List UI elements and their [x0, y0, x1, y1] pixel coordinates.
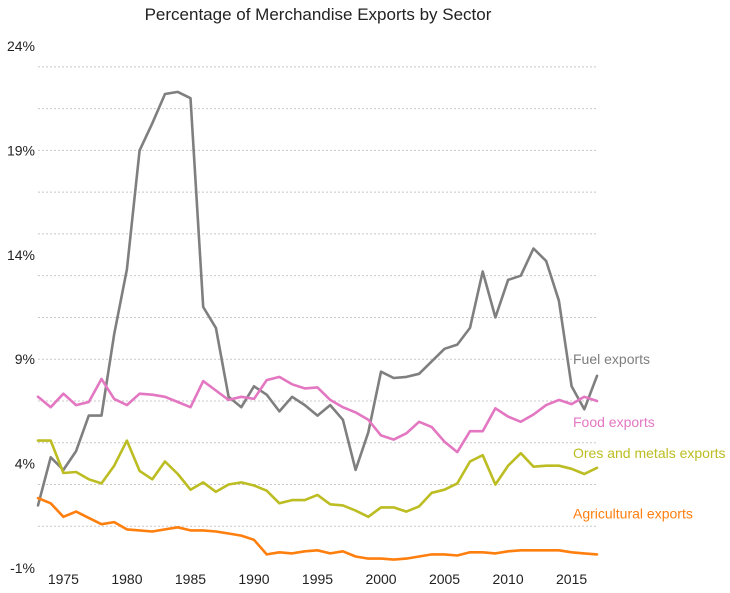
x-axis-ticks: 1975 1980 1985 1990 1995 2000 2005 2010 2015 — [48, 571, 588, 587]
y-axis-ticks: -1% 4% 9% 14% 19% 24% — [7, 38, 35, 576]
series-line-fuel-exports — [36, 90, 599, 507]
series-label: Ores and metals exports — [573, 445, 726, 461]
series-line-food-exports — [36, 375, 599, 454]
y-tick-label: 14% — [7, 247, 35, 263]
series-label: Agricultural exports — [573, 506, 693, 522]
y-tick-label: 9% — [15, 351, 35, 367]
chart-title: Percentage of Merchandise Exports by Sec… — [145, 5, 492, 24]
x-tick-label: 2015 — [556, 571, 587, 587]
x-tick-label: 1985 — [175, 571, 206, 587]
x-tick-label: 1980 — [111, 571, 142, 587]
series-labels: Fuel exports Food exports Ores and metals … — [573, 351, 726, 522]
x-tick-label: 1990 — [238, 571, 269, 587]
x-tick-label: 1975 — [48, 571, 79, 587]
series-lines — [36, 90, 599, 561]
series-line-ores-and-metals-exports — [36, 439, 599, 519]
y-tick-label: -1% — [10, 560, 35, 576]
y-tick-label: 24% — [7, 38, 35, 54]
x-tick-label: 2000 — [365, 571, 396, 587]
series-line-agricultural-exports — [36, 496, 599, 561]
series-label: Fuel exports — [573, 351, 650, 367]
x-tick-label: 1995 — [302, 571, 333, 587]
x-tick-label: 2005 — [429, 571, 460, 587]
y-tick-label: 4% — [15, 456, 35, 472]
series-label: Food exports — [573, 414, 655, 430]
x-tick-label: 2010 — [492, 571, 523, 587]
y-tick-label: 19% — [7, 142, 35, 158]
